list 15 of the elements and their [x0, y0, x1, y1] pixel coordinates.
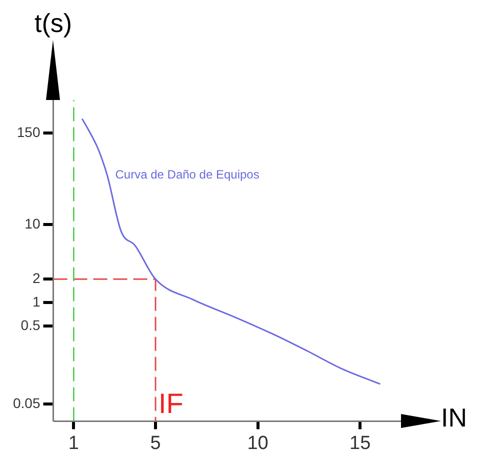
x-tick-label: 15	[350, 432, 371, 454]
x-tick-label: 5	[150, 432, 161, 454]
x-axis-title: IN	[441, 402, 467, 432]
line-series	[81, 118, 381, 385]
y-axis-title: t(s)	[34, 8, 72, 38]
y-tick-label: 10	[24, 216, 40, 232]
y-tick-label: 150	[16, 124, 40, 140]
annotation: IF	[158, 388, 184, 419]
y-tick-label: 0.5	[20, 316, 40, 333]
y-tick-label: 2	[32, 270, 40, 286]
x-tick-label: 1	[68, 432, 79, 454]
y-tick-label: 1	[32, 293, 40, 310]
x-tick-label: 10	[247, 432, 268, 454]
y-tick-label: 0.05	[13, 394, 40, 411]
series-label: Curva de Daño de Equipos	[115, 168, 260, 182]
